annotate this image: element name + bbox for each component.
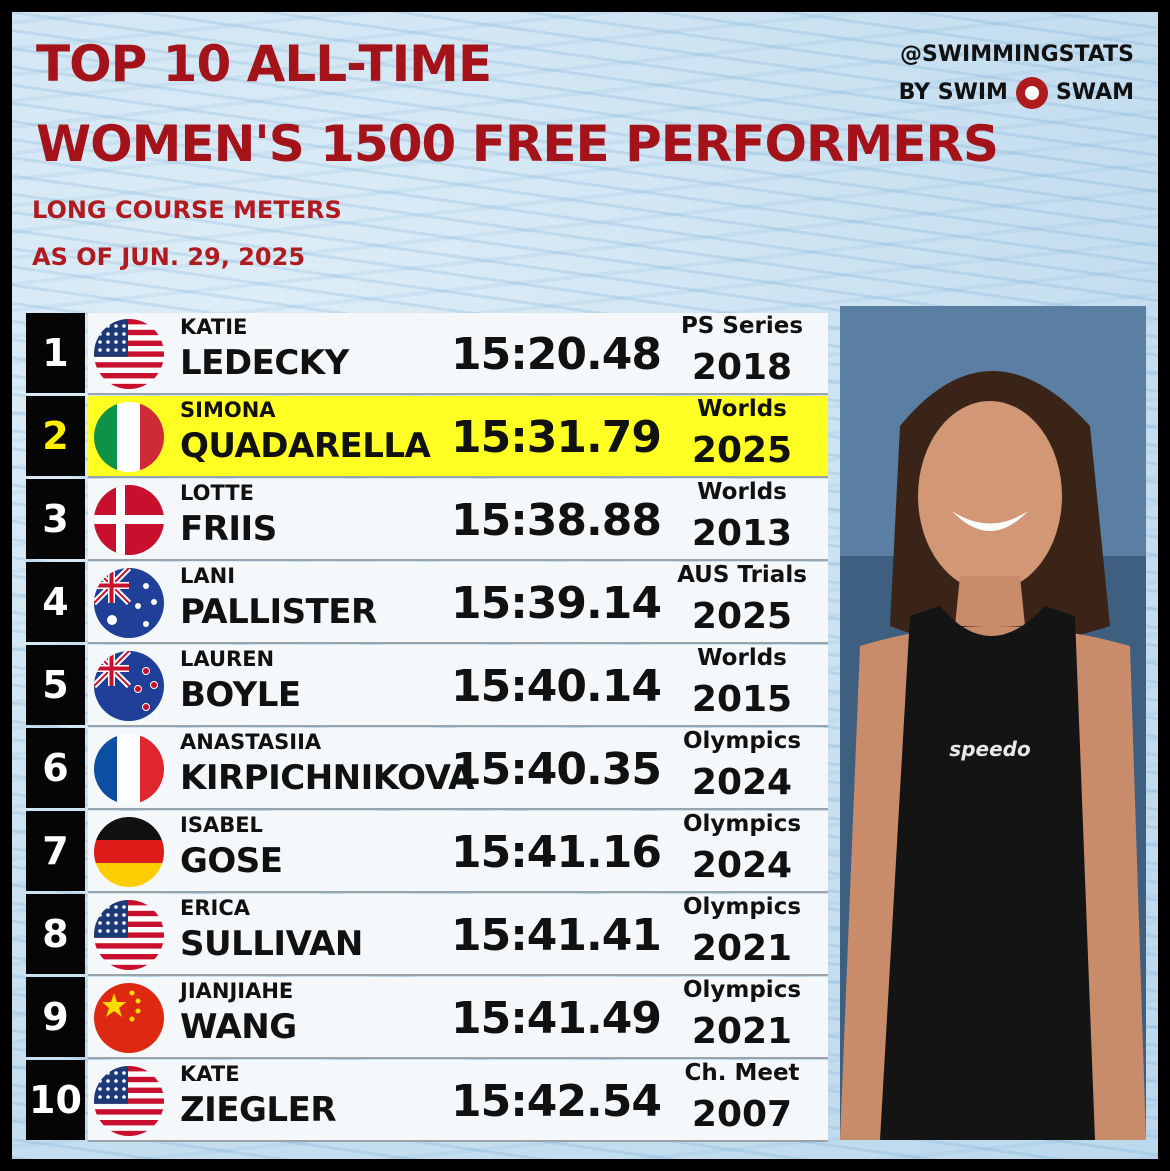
meet-name: Ch. Meet <box>684 1060 800 1086</box>
swim-time: 15:41.16 <box>450 827 662 878</box>
first-name: LOTTE <box>180 481 254 505</box>
brand-handle: @SWIMMINGSTATS <box>899 42 1134 67</box>
rank-cell: 2 <box>26 396 85 476</box>
usa-flag-icon <box>94 319 164 389</box>
last-name: BOYLE <box>180 675 301 715</box>
rank-cell: 10 <box>26 1060 85 1140</box>
meet-year: 2025 <box>691 430 793 471</box>
meet-year: 2024 <box>691 762 793 803</box>
rank-cell: 4 <box>26 562 85 642</box>
germany-flag-icon <box>94 817 164 887</box>
meet-year: 2025 <box>691 596 793 637</box>
first-name: LANI <box>180 564 236 588</box>
meet-name: Worlds <box>697 645 787 671</box>
first-name: ANASTASIIA <box>180 730 322 754</box>
swim-time: 15:42.54 <box>450 1076 662 1127</box>
subtitle-date: AS OF JUN. 29, 2025 <box>32 243 306 271</box>
meet-year: 2018 <box>691 347 793 388</box>
title-line-1: TOP 10 ALL-TIME <box>36 35 492 93</box>
meet-name: Worlds <box>697 479 787 505</box>
table-row: SIMONA QUADARELLA 15:31.79 Worlds 2025 <box>88 396 828 478</box>
swim-time: 15:38.88 <box>450 495 662 546</box>
rank-cell: 3 <box>26 479 85 559</box>
swim-time: 15:41.41 <box>450 910 662 961</box>
swim-time: 15:40.35 <box>450 744 662 795</box>
meet-name: Olympics <box>682 728 802 754</box>
last-name: SULLIVAN <box>180 924 363 964</box>
table-row: LANI PALLISTER 15:39.14 AUS Trials 2025 <box>88 562 828 644</box>
meet-name: Worlds <box>697 396 787 422</box>
swim-time: 15:31.79 <box>450 412 662 463</box>
table-row: ANASTASIIA KIRPICHNIKOVA 15:40.35 Olympics 2… <box>88 728 828 810</box>
swimswam-logo-icon <box>1015 77 1048 109</box>
table-row: ISABEL GOSE 15:41.16 Olympics 2024 <box>88 811 828 893</box>
meet-year: 2015 <box>691 679 793 720</box>
australia-flag-icon <box>94 568 164 638</box>
swim-time: 15:20.48 <box>450 329 662 380</box>
usa-flag-icon <box>94 1066 164 1136</box>
last-name: ZIEGLER <box>180 1090 337 1130</box>
first-name: LAUREN <box>180 647 275 671</box>
brand-by: BY SWIM <box>898 80 1008 105</box>
meet-name: PS Series <box>680 313 804 339</box>
new-zealand-flag-icon <box>94 651 164 721</box>
title-line-2: WOMEN'S 1500 FREE PERFORMERS <box>36 115 999 173</box>
rank-cell: 7 <box>26 811 85 891</box>
rank-cell: 5 <box>26 645 85 725</box>
meet-year: 2007 <box>691 1094 793 1135</box>
swim-time: 15:39.14 <box>450 578 662 629</box>
last-name: LEDECKY <box>180 343 349 383</box>
meet-name: AUS Trials <box>677 562 807 588</box>
meet-name: Olympics <box>682 977 802 1003</box>
table-row: JIANJIAHE WANG 15:41.49 Olympics 2021 <box>88 977 828 1059</box>
last-name: QUADARELLA <box>180 426 431 466</box>
table-row: KATIE LEDECKY 15:20.48 PS Series 2018 <box>88 313 828 395</box>
last-name: WANG <box>180 1007 297 1047</box>
swim-time: 15:41.49 <box>450 993 662 1044</box>
meet-year: 2021 <box>691 1011 793 1052</box>
subtitle-course: LONG COURSE METERS <box>32 196 342 224</box>
meet-name: Olympics <box>682 811 802 837</box>
usa-flag-icon <box>94 900 164 970</box>
last-name: GOSE <box>180 841 283 881</box>
brand-block: @SWIMMINGSTATS BY SWIM SWAM <box>899 36 1134 112</box>
swim-time: 15:40.14 <box>450 661 662 712</box>
first-name: KATE <box>180 1062 240 1086</box>
china-flag-icon <box>94 983 164 1053</box>
meet-name: Olympics <box>682 894 802 920</box>
table-row: LAUREN BOYLE 15:40.14 Worlds 2015 <box>88 645 828 727</box>
graphic-card: TOP 10 ALL-TIME WOMEN'S 1500 FREE PERFOR… <box>12 12 1158 1159</box>
denmark-flag-icon <box>94 485 164 555</box>
italy-flag-icon <box>94 402 164 472</box>
last-name: FRIIS <box>180 509 277 549</box>
rank-cell: 9 <box>26 977 85 1057</box>
first-name: KATIE <box>180 315 248 339</box>
table-row: ERICA SULLIVAN 15:41.41 Olympics 2021 <box>88 894 828 976</box>
rank-cell: 1 <box>26 313 85 393</box>
rank-cell: 6 <box>26 728 85 808</box>
meet-year: 2024 <box>691 845 793 886</box>
brand-name: SWAM <box>1055 80 1134 105</box>
athlete-photo: speedo <box>840 306 1146 1140</box>
meet-year: 2013 <box>691 513 793 554</box>
table-row: LOTTE FRIIS 15:38.88 Worlds 2013 <box>88 479 828 561</box>
table-row: KATE ZIEGLER 15:42.54 Ch. Meet 2007 <box>88 1060 828 1142</box>
rank-cell: 8 <box>26 894 85 974</box>
athlete-photo-art: speedo <box>840 306 1146 1140</box>
first-name: SIMONA <box>180 398 276 422</box>
first-name: ERICA <box>180 896 250 920</box>
suit-logo-text: speedo <box>949 737 1031 761</box>
meet-year: 2021 <box>691 928 793 969</box>
last-name: KIRPICHNIKOVA <box>180 758 474 798</box>
last-name: PALLISTER <box>180 592 377 632</box>
first-name: JIANJIAHE <box>180 979 294 1003</box>
first-name: ISABEL <box>180 813 263 837</box>
france-flag-icon <box>94 734 164 804</box>
